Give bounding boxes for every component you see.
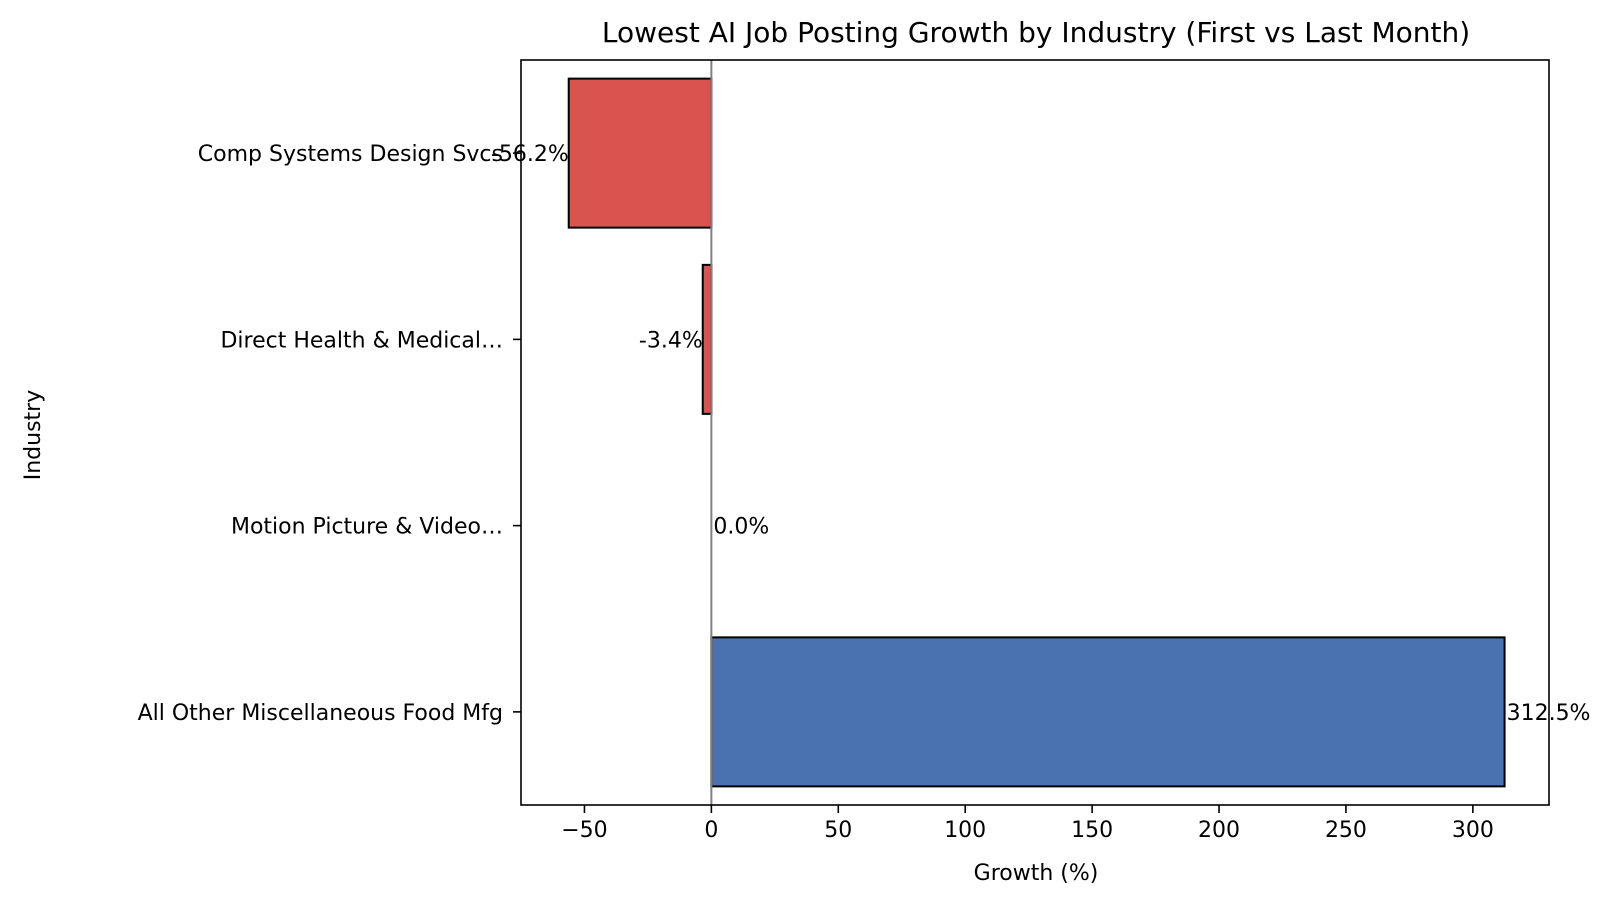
x-axis-ticks: −50 0 50 100 150 200 250 300: [561, 805, 1494, 843]
data-label: -3.4%: [639, 328, 703, 353]
x-tick-label: 250: [1325, 818, 1367, 843]
y-tick-label: Comp Systems Design Svcs: [198, 142, 503, 167]
x-tick-label: 0: [704, 818, 718, 843]
bars-layer: [567, 77, 1506, 788]
x-tick-label: 150: [1071, 818, 1113, 843]
x-axis-label: Growth (%): [974, 861, 1099, 886]
x-tick-label: 300: [1452, 818, 1494, 843]
bar: [701, 263, 713, 415]
data-label: -56.2%: [491, 142, 569, 167]
data-label: 0.0%: [713, 515, 769, 540]
x-tick-label: 50: [824, 818, 852, 843]
x-tick-label: −50: [561, 818, 607, 843]
bar: [710, 636, 1506, 788]
chart-title: Lowest AI Job Posting Growth by Industry…: [602, 16, 1470, 49]
data-labels-layer: -56.2% -3.4% 0.0% 312.5%: [491, 142, 1591, 726]
plot-frame: [520, 59, 1550, 806]
y-tick-label: Direct Health & Medical…: [220, 328, 503, 353]
data-label: 312.5%: [1507, 701, 1591, 726]
x-tick-label: 100: [944, 818, 986, 843]
x-tick-label: 200: [1198, 818, 1240, 843]
y-tick-label: Motion Picture & Video…: [231, 515, 503, 540]
y-axis-ticks: Comp Systems Design Svcs Direct Health & …: [138, 142, 521, 726]
y-tick-label: All Other Miscellaneous Food Mfg: [138, 701, 503, 726]
y-axis-label: Industry: [21, 390, 46, 481]
bar: [567, 77, 713, 229]
